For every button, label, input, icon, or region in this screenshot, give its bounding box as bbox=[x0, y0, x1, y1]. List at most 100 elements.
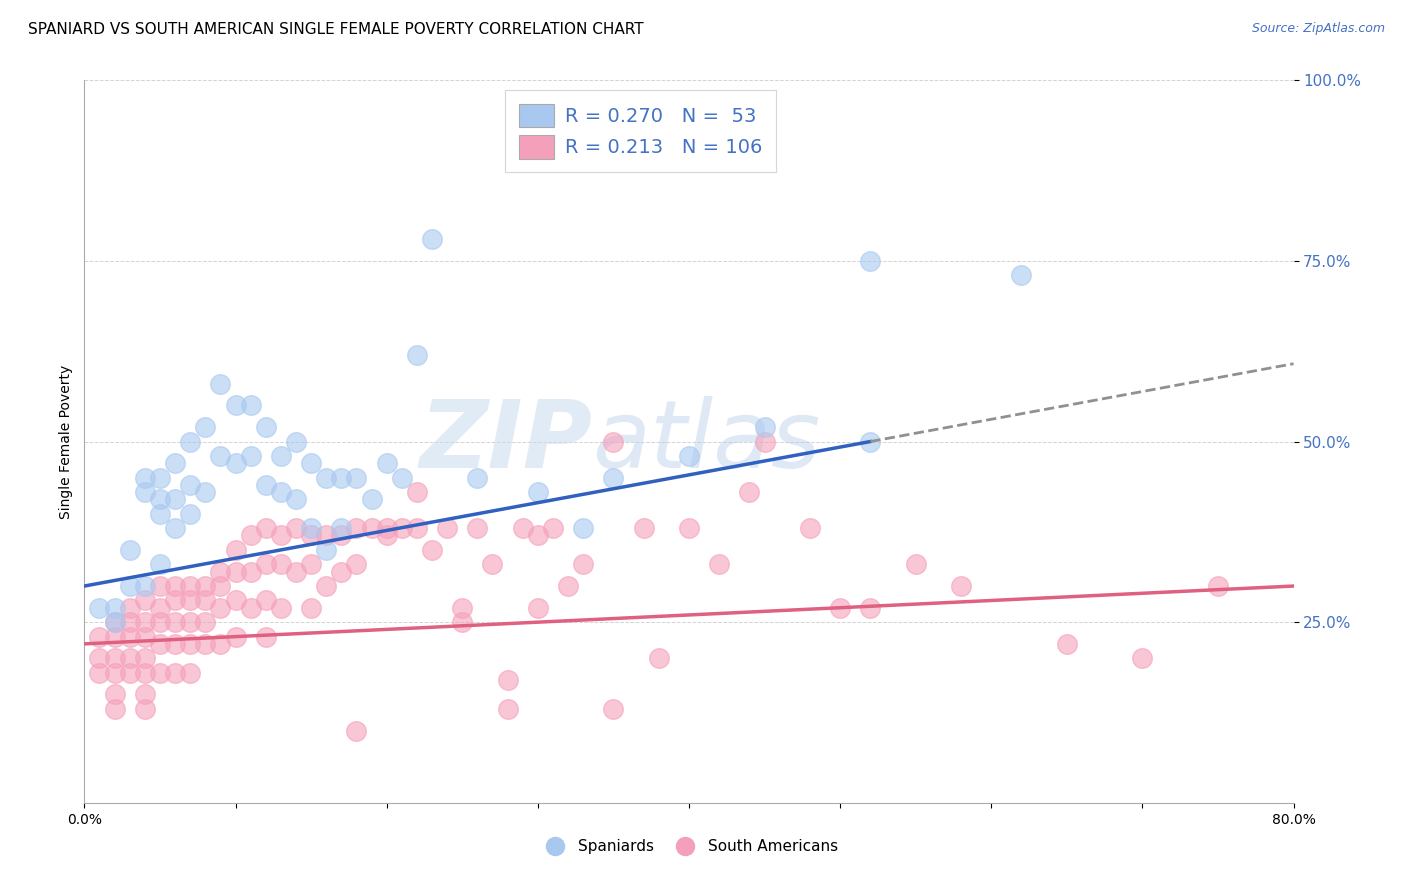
Point bbox=[134, 665, 156, 680]
Point bbox=[89, 630, 111, 644]
Point bbox=[799, 521, 821, 535]
Point bbox=[904, 558, 927, 572]
Point bbox=[194, 593, 217, 607]
Point bbox=[315, 579, 337, 593]
Point bbox=[950, 579, 973, 593]
Point bbox=[104, 687, 127, 701]
Point bbox=[118, 542, 141, 557]
Point bbox=[149, 492, 172, 507]
Point bbox=[375, 456, 398, 470]
Point bbox=[496, 702, 519, 716]
Point bbox=[299, 528, 322, 542]
Point bbox=[285, 434, 308, 449]
Point bbox=[89, 665, 111, 680]
Point bbox=[830, 600, 852, 615]
Point bbox=[360, 492, 382, 507]
Point bbox=[104, 665, 127, 680]
Point bbox=[149, 470, 172, 484]
Point bbox=[602, 470, 624, 484]
Point bbox=[602, 434, 624, 449]
Point bbox=[165, 615, 187, 630]
Text: Source: ZipAtlas.com: Source: ZipAtlas.com bbox=[1251, 22, 1385, 36]
Point bbox=[134, 470, 156, 484]
Point bbox=[633, 521, 655, 535]
Point bbox=[481, 558, 503, 572]
Point bbox=[165, 492, 187, 507]
Point bbox=[678, 449, 700, 463]
Point bbox=[270, 600, 292, 615]
Point bbox=[451, 615, 474, 630]
Point bbox=[134, 702, 156, 716]
Point bbox=[104, 615, 127, 630]
Point bbox=[346, 723, 368, 738]
Point bbox=[541, 521, 564, 535]
Point bbox=[254, 593, 277, 607]
Text: ZIP: ZIP bbox=[419, 395, 592, 488]
Point bbox=[406, 521, 429, 535]
Point bbox=[299, 558, 322, 572]
Point bbox=[149, 665, 172, 680]
Point bbox=[1206, 579, 1229, 593]
Point bbox=[165, 521, 187, 535]
Point bbox=[527, 528, 550, 542]
Point bbox=[451, 600, 474, 615]
Point bbox=[330, 470, 353, 484]
Point bbox=[375, 521, 398, 535]
Point bbox=[134, 630, 156, 644]
Point bbox=[194, 579, 217, 593]
Point bbox=[104, 702, 127, 716]
Point bbox=[420, 232, 443, 246]
Point bbox=[467, 521, 489, 535]
Point bbox=[254, 630, 277, 644]
Point bbox=[859, 434, 882, 449]
Point bbox=[330, 528, 353, 542]
Point bbox=[179, 615, 201, 630]
Point bbox=[149, 558, 172, 572]
Point bbox=[225, 630, 247, 644]
Point bbox=[194, 637, 217, 651]
Point bbox=[406, 348, 429, 362]
Point bbox=[134, 485, 156, 500]
Point bbox=[134, 615, 156, 630]
Point bbox=[254, 478, 277, 492]
Point bbox=[239, 528, 262, 542]
Point bbox=[299, 600, 322, 615]
Point bbox=[254, 558, 277, 572]
Point bbox=[375, 528, 398, 542]
Point bbox=[179, 637, 201, 651]
Point bbox=[391, 470, 413, 484]
Point bbox=[134, 593, 156, 607]
Point bbox=[104, 651, 127, 665]
Point bbox=[346, 558, 368, 572]
Point bbox=[118, 630, 141, 644]
Point bbox=[225, 542, 247, 557]
Point bbox=[572, 521, 595, 535]
Point bbox=[149, 507, 172, 521]
Point bbox=[239, 565, 262, 579]
Point bbox=[285, 492, 308, 507]
Point bbox=[299, 456, 322, 470]
Point bbox=[179, 507, 201, 521]
Point bbox=[104, 630, 127, 644]
Point bbox=[859, 253, 882, 268]
Point bbox=[270, 449, 292, 463]
Point bbox=[1011, 268, 1033, 283]
Point bbox=[209, 637, 232, 651]
Point bbox=[165, 456, 187, 470]
Point bbox=[709, 558, 731, 572]
Point bbox=[330, 521, 353, 535]
Point bbox=[678, 521, 700, 535]
Point bbox=[165, 637, 187, 651]
Point bbox=[315, 542, 337, 557]
Point bbox=[209, 376, 232, 391]
Point bbox=[118, 600, 141, 615]
Point bbox=[1056, 637, 1078, 651]
Point bbox=[179, 434, 201, 449]
Point bbox=[270, 558, 292, 572]
Point bbox=[239, 600, 262, 615]
Text: SPANIARD VS SOUTH AMERICAN SINGLE FEMALE POVERTY CORRELATION CHART: SPANIARD VS SOUTH AMERICAN SINGLE FEMALE… bbox=[28, 22, 644, 37]
Point bbox=[89, 600, 111, 615]
Text: atlas: atlas bbox=[592, 396, 821, 487]
Point bbox=[346, 521, 368, 535]
Point bbox=[209, 579, 232, 593]
